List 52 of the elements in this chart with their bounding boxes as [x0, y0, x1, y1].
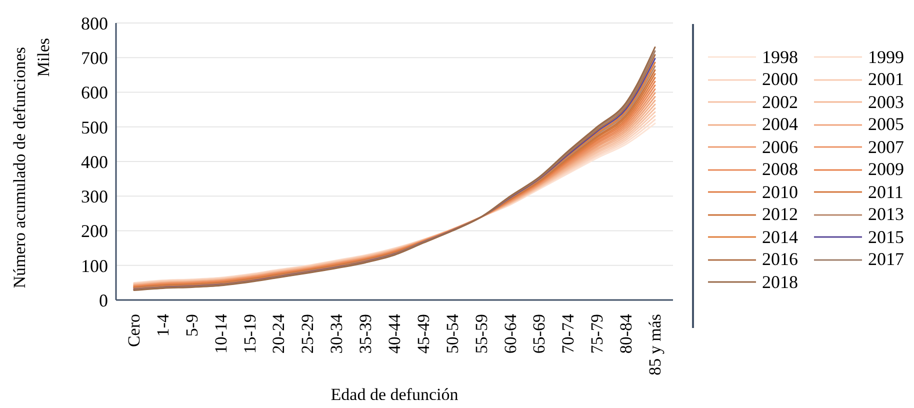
legend-label: 2009 [868, 159, 904, 180]
x-tick-label: 40-44 [385, 314, 404, 354]
x-tick-label: 5-9 [182, 314, 202, 337]
y-tick-label: 400 [81, 152, 108, 172]
x-tick-label: 1-4 [153, 314, 172, 337]
legend-label: 2016 [762, 249, 798, 270]
x-tick-label: 65-69 [530, 314, 549, 354]
x-tick-label: 75-79 [588, 314, 607, 354]
legend-label: 2012 [762, 204, 798, 226]
legend-label: 2001 [868, 69, 904, 90]
legend-label: 1998 [762, 46, 798, 68]
text: Miles [34, 38, 54, 76]
y-tick-label: 700 [81, 48, 108, 68]
x-tick-label: 80-84 [616, 314, 636, 354]
legend-label: 2010 [762, 182, 798, 203]
legend-label: 2004 [762, 114, 798, 136]
legend-label: 2000 [762, 69, 798, 90]
legend-label: 2017 [868, 249, 904, 270]
x-tick-label: Cero [124, 314, 144, 348]
legend-label: 2008 [762, 159, 798, 180]
x-axis-title: Edad de defunción [330, 385, 459, 404]
y-tick-label: 100 [81, 256, 108, 276]
legend-label: 2003 [868, 92, 904, 113]
legend-label: 2015 [868, 226, 904, 248]
x-tick-label: 15-19 [240, 314, 260, 354]
x-tick-label: 70-74 [558, 314, 578, 354]
x-tick-label: 25-29 [298, 314, 318, 354]
x-tick-label: 35-39 [356, 314, 376, 354]
x-tick-label: 60-64 [500, 314, 520, 354]
legend-label: 2007 [868, 136, 904, 158]
x-tick-label: 30-34 [327, 314, 346, 354]
legend-label: 2006 [762, 136, 798, 158]
x-tick-label: 85 y más [646, 314, 664, 376]
x-tick-label: 10-14 [211, 314, 230, 354]
legend-label: 2005 [868, 114, 904, 136]
legend-label: 2014 [762, 226, 798, 248]
y-tick-label: 600 [81, 82, 108, 103]
y-tick-label: 300 [81, 186, 108, 207]
y-tick-label: 500 [81, 117, 108, 138]
x-tick-label: 50-54 [442, 314, 462, 354]
legend-label: 2011 [868, 182, 904, 203]
x-tick-label: 55-59 [472, 314, 491, 354]
x-tick-label: 45-49 [414, 314, 433, 354]
legend-label: 2013 [868, 204, 904, 226]
legend-label: 2018 [762, 272, 798, 293]
legend-label: 1999 [868, 46, 904, 68]
x-tick-label: 20-24 [269, 314, 288, 354]
y-tick-label: 200 [81, 221, 108, 242]
legend-label: 2002 [762, 92, 798, 113]
y-tick-label: 0 [99, 290, 108, 310]
y-tick-label: 800 [81, 13, 108, 34]
y-axis-title: Número acumulado de defunciones [10, 47, 30, 289]
